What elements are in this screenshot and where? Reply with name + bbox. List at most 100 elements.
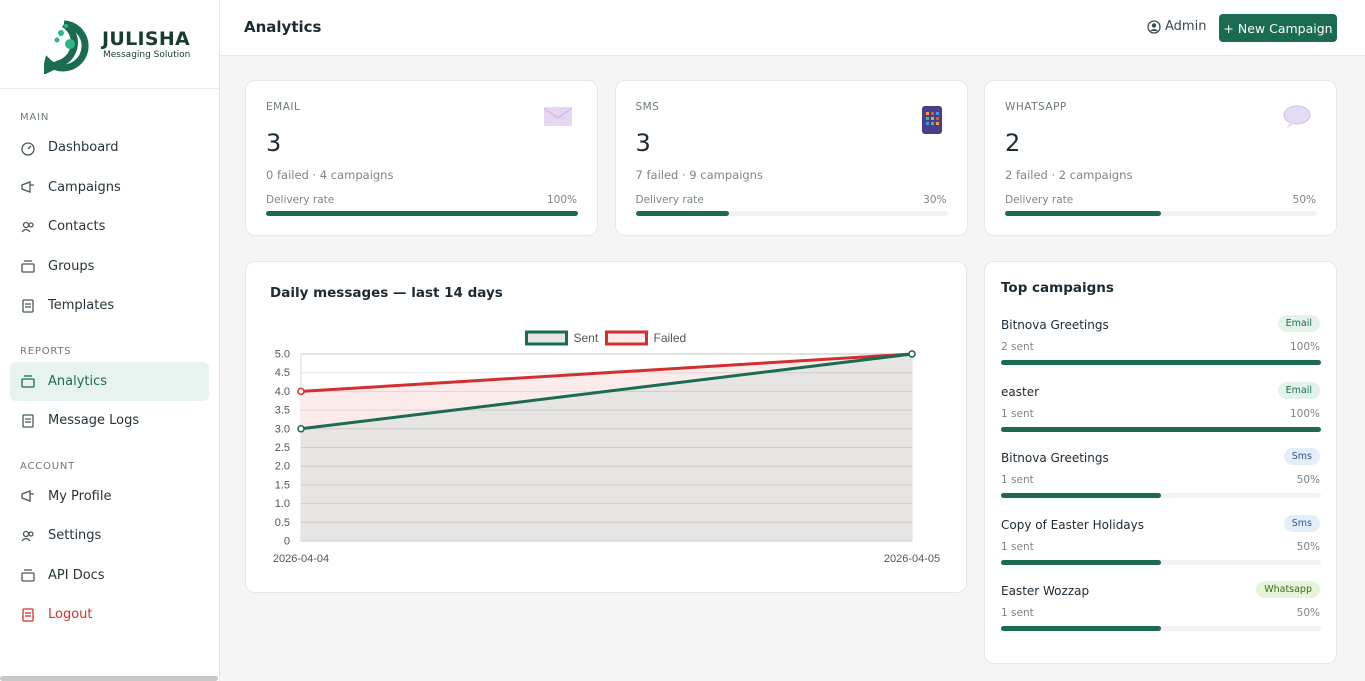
legend-label: Failed xyxy=(654,331,687,345)
rate-track xyxy=(1001,426,1321,432)
rate-title: Delivery rate xyxy=(1005,194,1074,206)
campaign-name: Easter Wozzap xyxy=(1001,584,1090,598)
campaign-sent: 1 sent xyxy=(1001,407,1034,420)
rate-bar xyxy=(1001,426,1321,432)
campaign-rate: 50% xyxy=(1296,474,1320,486)
nav-icon xyxy=(21,221,34,233)
nav-label: Settings xyxy=(48,528,102,544)
nav-label: Dashboard xyxy=(48,140,119,156)
nav-item[interactable]: Analytics xyxy=(10,361,209,401)
sms-icon xyxy=(921,106,942,134)
nav-label: API Docs xyxy=(48,567,105,583)
stat-card: SMS 3 7 failed · 9 campaigns Delivery rate 3… xyxy=(614,80,968,236)
rate-track xyxy=(266,211,578,216)
rate-label: 50% xyxy=(1292,194,1316,206)
y-tick-label: 2.0 xyxy=(275,461,290,473)
y-tick-label: 4.5 xyxy=(275,367,290,379)
nav-label: Groups xyxy=(48,258,95,274)
top-campaigns-title: Top campaigns xyxy=(1001,280,1114,296)
stat-detail: 2 failed · 2 campaigns xyxy=(1005,168,1133,182)
channel-badge: Sms xyxy=(1283,448,1320,465)
series-line xyxy=(300,352,913,393)
y-tick-label: 4.0 xyxy=(275,386,290,398)
y-tick-label: 1.5 xyxy=(275,479,290,491)
nav-item[interactable]: Message Logs xyxy=(10,401,209,441)
stat-icon xyxy=(1282,105,1312,133)
stat-icon xyxy=(921,105,943,139)
new-campaign-button[interactable]: + New Campaign xyxy=(1219,14,1337,42)
nav-item[interactable]: Templates xyxy=(10,286,209,326)
legend-swatch xyxy=(525,330,568,346)
rate-bar xyxy=(1001,493,1161,498)
nav: MAIN Dashboard Campaigns Contacts Groups Temp… xyxy=(10,108,209,635)
nav-item[interactable]: Contacts xyxy=(10,207,209,247)
stat-detail: 7 failed · 9 campaigns xyxy=(635,168,763,182)
nav-icon xyxy=(21,142,35,156)
data-point xyxy=(297,425,305,433)
data-point xyxy=(297,387,305,396)
nav-item[interactable]: Logout xyxy=(10,595,209,635)
campaign-rate: 100% xyxy=(1289,341,1320,353)
chat-icon xyxy=(1283,105,1311,128)
nav-item[interactable]: API Docs xyxy=(10,556,209,596)
stat-value: 2 xyxy=(1005,129,1021,157)
x-tick-label: 2026-04-05 xyxy=(884,553,940,565)
sidebar: JULISHA Messaging Solution MAIN Dashboard… xyxy=(0,0,220,681)
campaign-sent: 1 sent xyxy=(1001,607,1034,619)
user-icon xyxy=(1147,19,1161,34)
y-tick-label: 2.5 xyxy=(275,442,290,454)
rate-bar xyxy=(266,211,578,216)
data-point xyxy=(908,350,916,358)
campaign-name: Bitnova Greetings xyxy=(1001,318,1109,332)
channel-badge: Sms xyxy=(1283,514,1320,532)
user-menu[interactable]: Admin xyxy=(1147,19,1206,34)
nav-section-title: MAIN xyxy=(20,112,50,123)
nav-icon xyxy=(21,260,35,273)
nav-item[interactable]: Groups xyxy=(10,247,209,287)
rate-bar xyxy=(1005,211,1161,216)
brand-name: JULISHA xyxy=(102,28,191,50)
legend-swatch xyxy=(605,330,648,346)
y-tick-label: 3.0 xyxy=(275,423,290,435)
nav-label: Campaigns xyxy=(48,179,121,195)
nav-icon xyxy=(21,530,34,542)
rate-track xyxy=(1001,626,1321,631)
rate-bar xyxy=(1001,626,1161,631)
campaign-sent: 1 sent xyxy=(1001,474,1034,486)
rate-track xyxy=(1001,493,1321,498)
campaign-rate: 50% xyxy=(1296,540,1320,553)
y-tick-label: 1.0 xyxy=(275,498,290,510)
brand-tagline: Messaging Solution xyxy=(103,50,191,60)
nav-icon xyxy=(21,569,35,582)
rate-title: Delivery rate xyxy=(635,194,704,206)
stat-value: 3 xyxy=(266,129,282,157)
rate-track xyxy=(635,211,948,216)
page-title: Analytics xyxy=(244,18,322,36)
rate-track xyxy=(1001,559,1321,565)
campaign-rate: 100% xyxy=(1289,407,1320,420)
nav-icon xyxy=(22,299,34,313)
rate-bar xyxy=(635,211,730,216)
series-area xyxy=(301,354,912,541)
nav-label: Message Logs xyxy=(48,413,140,429)
stat-label: SMS xyxy=(635,101,660,113)
campaign-sent: 2 sent xyxy=(1001,341,1034,353)
email-icon xyxy=(543,107,573,126)
nav-label: My Profile xyxy=(48,488,112,504)
channel-badge: Whatsapp xyxy=(1256,581,1320,598)
nav-item[interactable]: Dashboard xyxy=(10,128,209,168)
stat-detail: 0 failed · 4 campaigns xyxy=(266,168,394,182)
chart-title: Daily messages — last 14 days xyxy=(270,285,503,301)
nav-label: Logout xyxy=(48,607,93,623)
logo[interactable]: JULISHA Messaging Solution xyxy=(0,0,219,89)
rate-bar xyxy=(1001,360,1321,365)
nav-item[interactable]: My Profile xyxy=(10,477,209,517)
campaign-name: easter xyxy=(1001,384,1040,399)
logo-icon xyxy=(44,20,89,74)
y-tick-label: 3.5 xyxy=(275,405,290,417)
stat-card: EMAIL 3 0 failed · 4 campaigns Delivery rat… xyxy=(245,80,598,236)
nav-item[interactable]: Settings xyxy=(10,516,209,556)
x-tick-label: 2026-04-04 xyxy=(273,553,329,565)
scrollbar[interactable] xyxy=(0,676,218,681)
nav-item[interactable]: Campaigns xyxy=(10,168,209,208)
